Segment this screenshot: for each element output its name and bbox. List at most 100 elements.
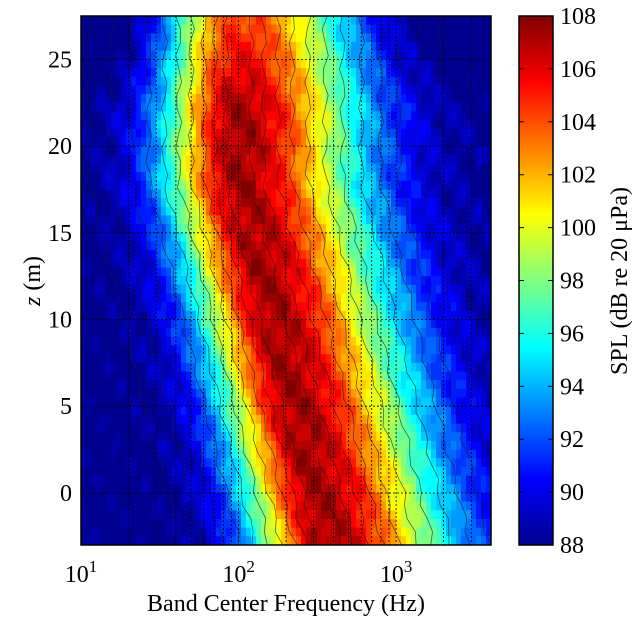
field-cell — [86, 94, 92, 104]
field-cell — [461, 518, 467, 529]
field-cell — [301, 68, 307, 78]
field-cell — [96, 336, 102, 347]
field-cell — [471, 163, 477, 173]
field-cell — [166, 24, 172, 34]
field-cell — [421, 267, 427, 277]
field-cell — [271, 328, 277, 338]
field-cell — [366, 406, 372, 416]
field-cell — [216, 449, 222, 459]
field-cell — [121, 189, 127, 199]
field-cell — [241, 59, 247, 69]
field-cell — [116, 50, 122, 60]
field-cell — [96, 94, 102, 104]
field-cell — [156, 510, 162, 520]
field-cell — [466, 354, 472, 364]
field-cell — [116, 362, 122, 373]
field-cell — [101, 293, 107, 303]
field-cell — [296, 215, 302, 225]
field-cell — [461, 284, 467, 295]
field-cell — [486, 163, 491, 173]
field-cell — [166, 536, 172, 545]
field-cell — [111, 492, 117, 503]
field-cell — [81, 137, 87, 147]
field-cell — [466, 33, 472, 43]
field-cell — [381, 16, 387, 26]
field-cell — [116, 302, 122, 312]
field-cell — [481, 319, 487, 329]
field-cell — [311, 94, 317, 104]
field-cell — [456, 449, 462, 459]
field-cell — [306, 276, 312, 286]
field-cell — [271, 111, 277, 121]
field-cell — [111, 76, 117, 86]
field-cell — [296, 397, 302, 407]
field-cell — [406, 154, 412, 165]
field-cell — [121, 180, 127, 191]
field-cell — [321, 501, 327, 511]
field-cell — [181, 224, 187, 234]
field-cell — [216, 241, 222, 251]
field-cell — [106, 33, 112, 43]
field-cell — [136, 198, 142, 208]
field-cell — [176, 189, 182, 199]
field-cell — [276, 258, 282, 269]
field-cell — [96, 111, 102, 121]
field-cell — [181, 267, 187, 277]
field-cell — [396, 466, 402, 477]
field-cell — [101, 59, 107, 69]
field-cell — [261, 206, 267, 217]
field-cell — [126, 336, 132, 347]
field-cell — [96, 128, 102, 139]
field-cell — [126, 319, 132, 329]
field-cell — [206, 206, 212, 217]
field-cell — [366, 336, 372, 347]
field-cell — [286, 501, 292, 511]
field-cell — [196, 189, 202, 199]
field-cell — [276, 50, 282, 60]
field-cell — [411, 362, 417, 373]
field-cell — [436, 128, 442, 139]
field-cell — [201, 449, 207, 459]
field-cell — [246, 354, 252, 364]
field-cell — [466, 146, 472, 156]
field-cell — [236, 250, 242, 260]
field-cell — [336, 24, 342, 34]
field-cell — [171, 475, 177, 485]
field-cell — [221, 354, 227, 364]
field-cell — [246, 154, 252, 165]
field-cell — [306, 128, 312, 139]
field-cell — [111, 354, 117, 364]
field-cell — [256, 172, 262, 182]
field-cell — [461, 501, 467, 511]
field-cell — [361, 501, 367, 511]
field-cell — [101, 258, 107, 269]
field-cell — [326, 128, 332, 139]
field-cell — [431, 224, 437, 234]
field-cell — [336, 397, 342, 407]
field-cell — [221, 198, 227, 208]
field-cell — [261, 380, 267, 390]
field-cell — [101, 371, 107, 381]
field-cell — [476, 85, 482, 95]
field-cell — [226, 423, 232, 433]
field-cell — [316, 120, 322, 130]
field-cell — [186, 267, 192, 277]
field-cell — [471, 380, 477, 390]
field-cell — [141, 319, 147, 329]
field-cell — [406, 120, 412, 130]
field-cell — [171, 388, 177, 399]
field-cell — [251, 250, 257, 260]
field-cell — [336, 518, 342, 529]
field-cell — [186, 24, 192, 34]
field-cell — [421, 432, 427, 442]
field-cell — [426, 492, 432, 503]
field-cell — [181, 406, 187, 416]
field-cell — [326, 388, 332, 399]
field-cell — [376, 432, 382, 442]
field-cell — [266, 319, 272, 329]
field-cell — [206, 293, 212, 303]
field-cell — [131, 345, 137, 355]
field-cell — [351, 336, 357, 347]
field-cell — [441, 50, 447, 60]
field-cell — [121, 94, 127, 104]
